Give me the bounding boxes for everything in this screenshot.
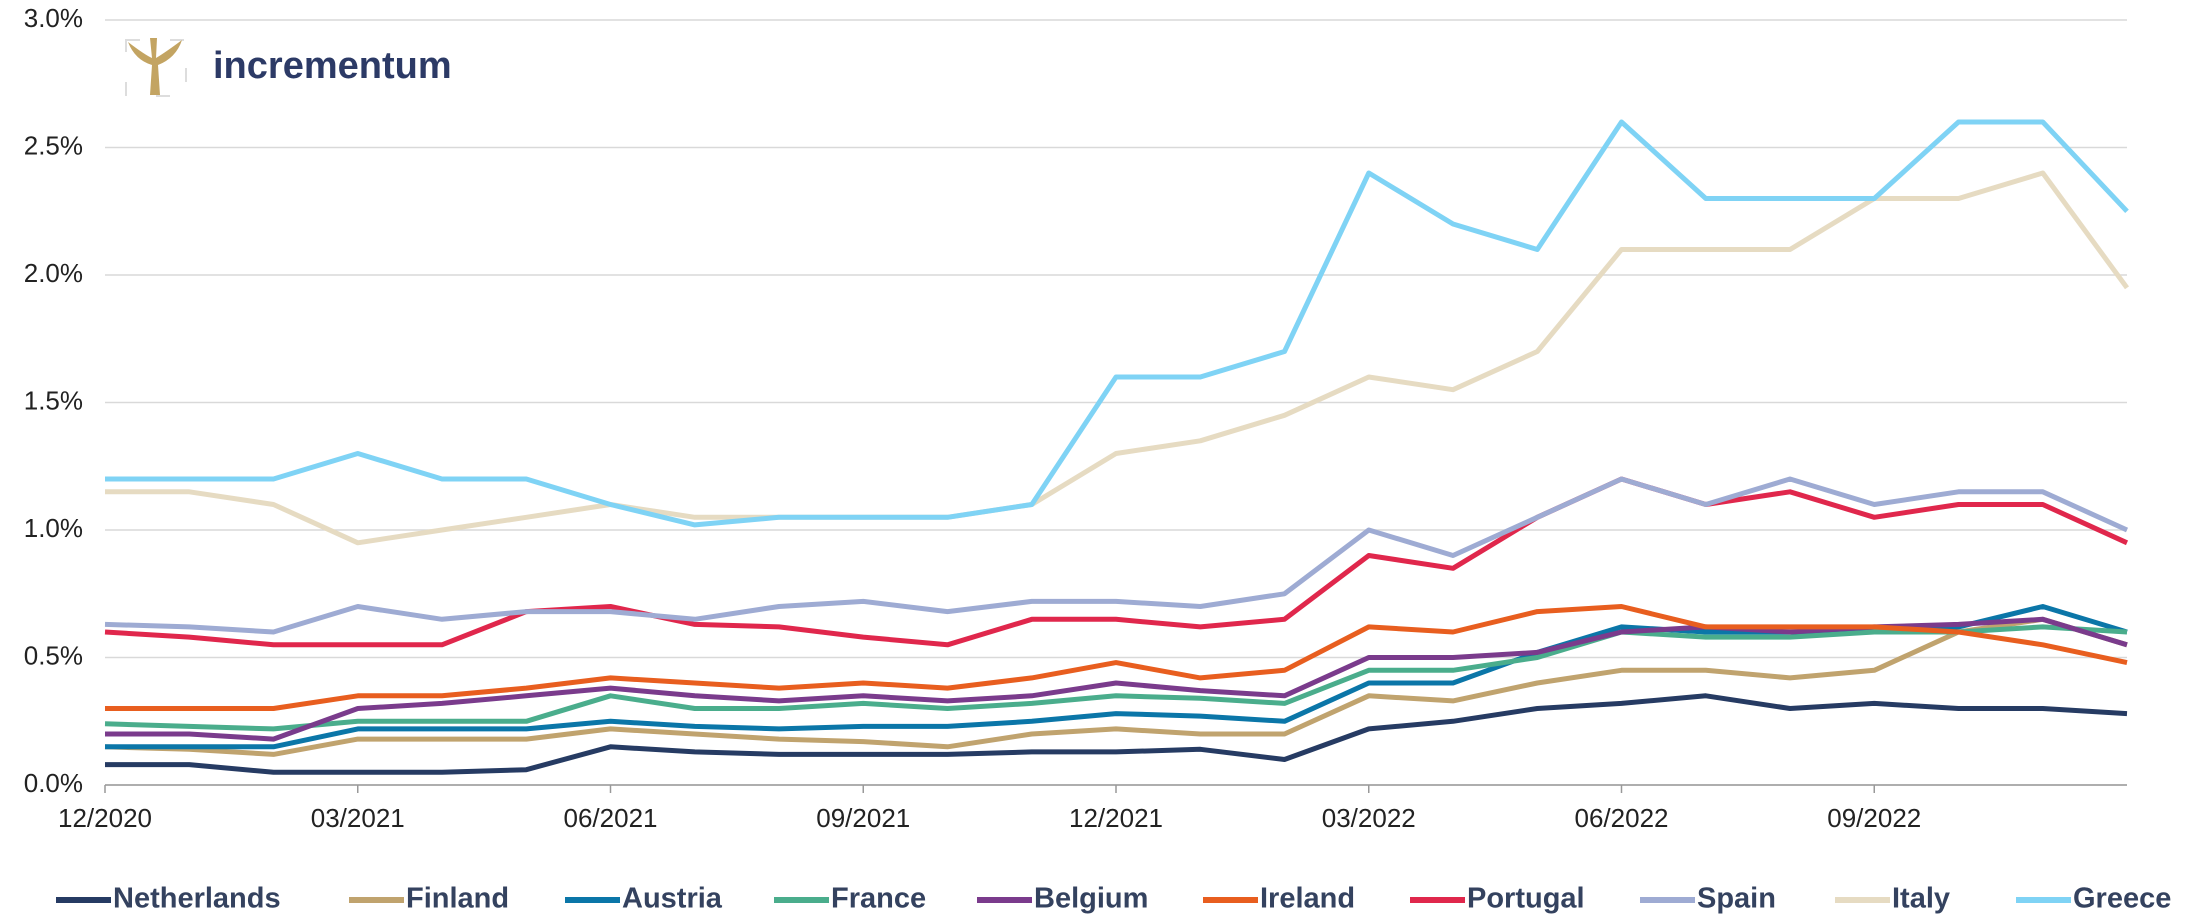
series-line [105,616,2128,742]
y-tick-label: 2.0% [24,258,83,288]
legend-item: Ireland [1203,883,1355,915]
x-tick-label: 06/2022 [1575,803,1669,833]
series-line [105,119,2129,528]
x-tick-label: 06/2021 [564,803,658,833]
legend-label: Belgium [1034,883,1148,915]
series-line [105,604,2128,711]
legend-label: France [831,883,926,915]
legend-item: France [774,883,926,915]
y-tick-label: 1.0% [24,513,83,543]
legend-item: Italy [1835,883,1950,915]
x-tick-label: 09/2022 [1827,803,1921,833]
series-line [104,476,2129,635]
legend-item: Spain [1640,883,1776,915]
legend-item: Netherlands [56,883,281,915]
legend-label: Finland [406,883,509,915]
logo-text: incrementum [213,45,452,87]
y-tick-label: 1.5% [24,385,83,415]
legend-label: Ireland [1260,883,1355,915]
series-line [105,693,2128,775]
legend-item: Finland [349,883,509,915]
legend-item: Greece [2016,883,2171,915]
legend-label: Netherlands [113,883,281,915]
y-tick-label: 3.0% [24,3,83,33]
legend-label: Spain [1697,883,1776,915]
x-tick-label: 09/2021 [816,803,910,833]
x-tick-label: 12/2020 [58,803,152,833]
x-tick-label: 03/2022 [1322,803,1416,833]
legend-label: Greece [2073,883,2171,915]
y-tick-label: 0.0% [24,768,83,798]
legend-item: Belgium [977,883,1148,915]
series-line [104,616,2128,757]
legend-item: Austria [565,883,723,915]
legend-label: Austria [622,883,723,915]
y-tick-label: 2.5% [24,130,83,160]
x-tick-label: 12/2021 [1069,803,1163,833]
legend-label: Italy [1892,883,1950,915]
series-line [105,170,2130,546]
legend-item: Portugal [1410,883,1585,915]
legend-label: Portugal [1467,883,1585,915]
x-tick-label: 03/2021 [311,803,405,833]
series-line [104,476,2129,648]
y-tick-label: 0.5% [24,640,83,670]
logo: incrementum [125,38,452,97]
series-line [104,624,2128,732]
